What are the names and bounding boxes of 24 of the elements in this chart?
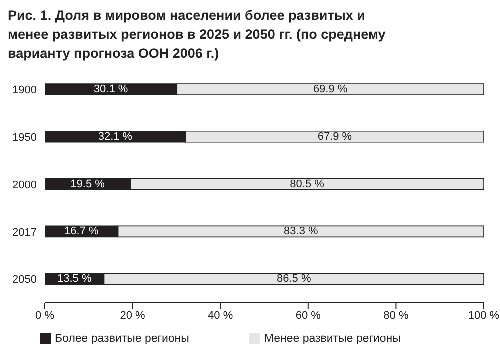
y-tick-label: 1950 [12,132,37,144]
y-tick-label: 2000 [12,179,37,192]
y-tick-label: 2050 [12,274,37,286]
legend-label: Более развитые регионы [55,333,190,345]
data-label: 86.5 % [277,273,312,286]
x-tick-label: 20 % [120,310,146,322]
data-label: 16.7 % [64,226,99,238]
data-label: 13.5 % [58,273,92,286]
data-label: 80.5 % [290,178,325,190]
data-label: 30.1 % [94,84,128,96]
x-tick-label: 80 % [384,310,409,322]
data-label: 32.1 % [98,130,133,143]
y-tick-label: 1900 [12,84,37,97]
data-label: 19.5 % [70,178,106,190]
data-label: 83.3 % [284,226,318,238]
x-tick-label: 0 % [36,310,55,322]
y-tick-label: 2017 [12,226,37,239]
x-tick-label: 60 % [296,310,322,322]
legend-label: Менее развитые регионы [264,333,401,345]
chart-title: Рис. 1. Доля в мировом населении более развитых и менее развитых регионов в 2025 и 2050 гг. (по среднему варианту прогноза ООН 2006 г.) [8,7,387,63]
x-tick-label: 40 % [208,310,234,322]
x-tick-label: 100 % [468,310,500,322]
data-label: 69.9 % [313,84,348,96]
data-label: 67.9 % [318,130,352,143]
